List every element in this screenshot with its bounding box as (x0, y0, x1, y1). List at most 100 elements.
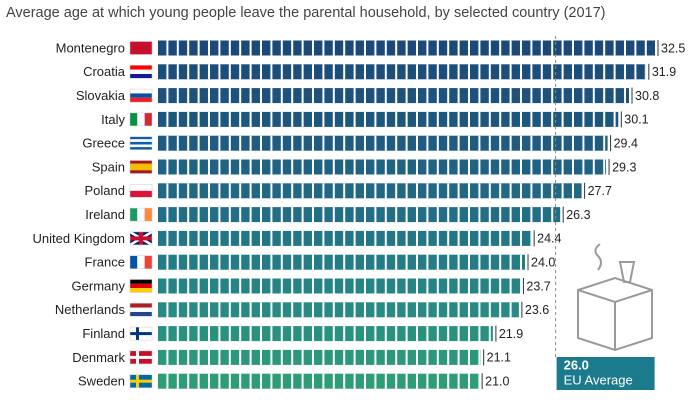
bar-gaps (158, 302, 519, 318)
flag-stripe (130, 89, 152, 94)
flag-stripe (137, 208, 145, 222)
category-label: Germany (72, 278, 126, 293)
flag-cross (130, 332, 152, 336)
category-label: Italy (101, 112, 125, 127)
category-label: Greece (82, 136, 125, 151)
reference-box (556, 357, 655, 390)
bar-gaps (158, 373, 480, 389)
value-label: 26.3 (566, 208, 590, 222)
flag (129, 160, 153, 174)
flag-stripe (130, 69, 152, 74)
flag-border (129, 326, 153, 341)
flag-cross (130, 355, 152, 359)
flag-border (129, 184, 153, 198)
value-label: 23.7 (526, 279, 550, 293)
bar-gaps (158, 349, 481, 365)
flag (129, 374, 153, 388)
flag-stripe (130, 311, 152, 317)
bar-gaps (158, 278, 521, 294)
flag-stripe (144, 208, 152, 222)
category-label: Croatia (83, 64, 126, 79)
bar-gaps (158, 207, 561, 223)
flag-border (129, 279, 153, 293)
bar-gaps (158, 254, 526, 270)
value-label: 21.0 (485, 374, 509, 388)
flag-border (129, 374, 153, 388)
flag-stripe (130, 73, 152, 79)
flag-stripe (130, 112, 138, 126)
category-label: Sweden (78, 374, 125, 389)
reference-label: EU Average (564, 372, 633, 387)
flag (129, 65, 153, 79)
value-label: 23.6 (525, 303, 549, 317)
flag-stripe (137, 255, 145, 269)
flag (129, 303, 153, 317)
flag-stripe (130, 303, 152, 308)
flag (129, 279, 153, 293)
flag-border (129, 303, 153, 317)
bar-gaps (158, 159, 607, 175)
flag-cross (130, 236, 152, 241)
flag-border (129, 231, 153, 246)
flag-stripe (130, 208, 138, 222)
flag-border (129, 41, 153, 55)
flag-stripe (130, 279, 152, 284)
flag-stripe (137, 112, 145, 126)
chart-title: Average age at which young people leave … (6, 5, 605, 21)
flag (129, 184, 153, 198)
flag (129, 350, 153, 365)
flag-stripe (130, 41, 152, 55)
flag-stripe (130, 184, 152, 191)
flag (129, 207, 153, 222)
category-label: Spain (92, 159, 125, 174)
flag-stripe (144, 255, 152, 269)
flag-border (129, 350, 153, 365)
flag-stripe (130, 147, 152, 150)
flag-stripe (130, 190, 152, 198)
flag-stripe (130, 255, 138, 269)
bar-gaps (158, 111, 619, 127)
flag-border (129, 255, 153, 269)
flag (129, 230, 153, 246)
bar-gaps (158, 135, 608, 151)
category-label: Denmark (72, 350, 125, 365)
flag (129, 255, 153, 269)
flag (129, 41, 153, 55)
flag-border (129, 160, 153, 174)
category-label: United Kingdom (33, 231, 126, 246)
value-label: 30.8 (635, 89, 659, 103)
flag-stripe (130, 97, 152, 103)
value-label: 21.9 (499, 327, 523, 341)
flag-stripe (130, 163, 152, 167)
flag-stripe (130, 93, 152, 98)
category-label: Netherlands (55, 302, 126, 317)
category-label: Poland (85, 183, 125, 198)
category-label: Ireland (85, 207, 125, 222)
value-label: 24.4 (537, 232, 561, 246)
bar-gaps (158, 326, 493, 342)
flag-stripe (144, 112, 152, 126)
value-label: 31.9 (652, 65, 676, 79)
flag-stripe (130, 307, 152, 312)
value-label: 24.0 (531, 255, 555, 269)
bar-gaps (158, 64, 646, 80)
bar-gaps (158, 183, 582, 199)
category-label: Montenegro (56, 40, 125, 55)
bar-gaps (158, 40, 655, 56)
flag-stripe (130, 144, 152, 148)
flag-stripe (130, 160, 152, 164)
flag-stripe (130, 136, 152, 140)
flag-border (129, 65, 153, 79)
flag (129, 326, 153, 341)
flag-border (129, 136, 153, 150)
category-label: France (85, 255, 125, 270)
category-label: Slovakia (76, 88, 126, 103)
box-icon (577, 243, 653, 352)
value-label: 30.1 (624, 113, 648, 127)
bar-gaps (158, 88, 630, 104)
flag (129, 112, 153, 127)
flag-stripe (130, 283, 152, 289)
flag-cross (130, 379, 152, 383)
flag (129, 136, 153, 150)
